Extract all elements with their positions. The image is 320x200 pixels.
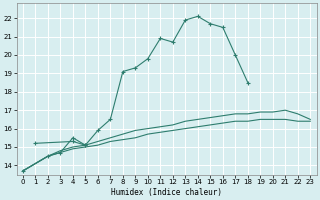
X-axis label: Humidex (Indice chaleur): Humidex (Indice chaleur) [111, 188, 222, 197]
